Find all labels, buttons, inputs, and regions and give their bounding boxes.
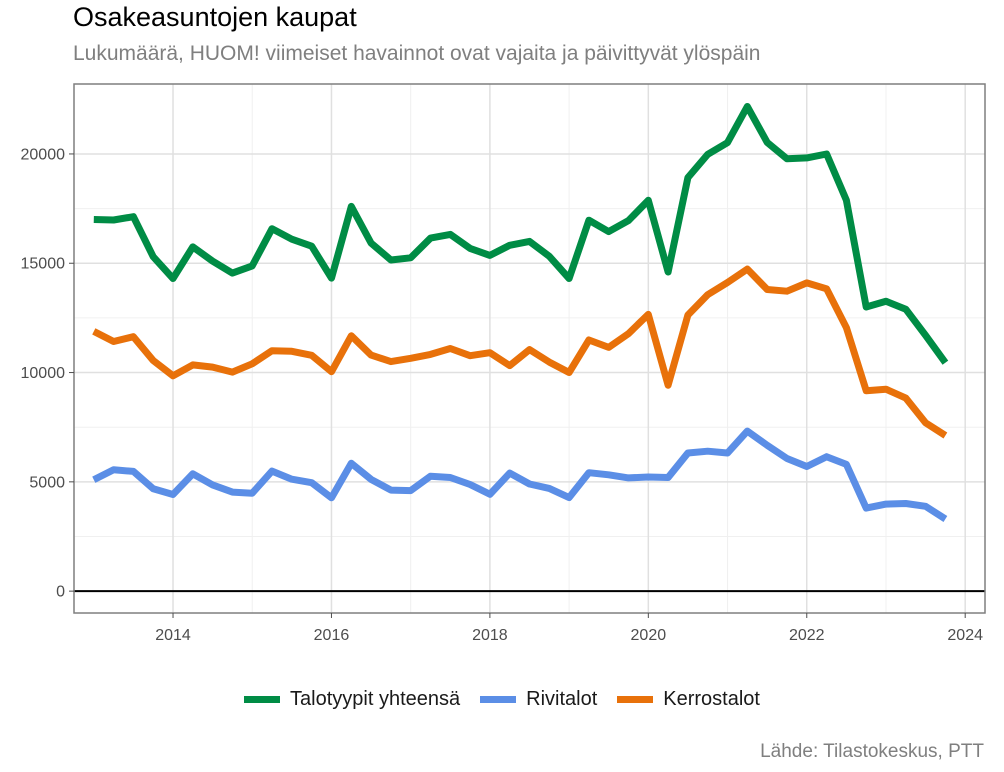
legend-label: Kerrostalot [663,688,760,710]
series-lines [92,103,949,522]
legend: Talotyypit yhteensä Rivitalot Kerrostalot [0,688,1004,711]
series-line-rivitalot [92,427,948,522]
x-tick-label: 2022 [789,627,825,644]
series-line-talotyypit-yhteensä [93,103,949,365]
y-tick-label: 20000 [21,146,66,163]
legend-item: Kerrostalot [617,688,760,711]
axes: 0 5000 10000 15000 20000 2014 2016 2018 2020 2022… [21,146,984,644]
legend-swatch [244,696,281,703]
legend-swatch [617,696,654,703]
source-note: Lähde: Tilastokeskus, PTT [760,741,984,762]
x-tick-label: 2016 [314,627,350,644]
legend-item: Rivitalot [480,688,597,711]
x-tick-label: 2020 [631,627,667,644]
x-tick-label: 2014 [155,627,191,644]
y-tick-label: 0 [56,584,65,601]
chart-title: Osakeasuntojen kaupat [73,2,357,32]
series-line-kerrostalot [92,265,948,439]
legend-label: Rivitalot [526,688,598,710]
legend-label: Talotyypit yhteensä [290,688,461,710]
chart-subtitle: Lukumäärä, HUOM! viimeiset havainnot ova… [73,42,761,65]
legend-swatch [480,696,517,703]
x-tick-label: 2018 [472,627,508,644]
y-tick-label: 10000 [21,365,66,382]
plot-border [73,83,986,614]
y-tick-label: 15000 [21,256,66,273]
y-tick-label: 5000 [29,474,65,491]
x-tick-label: 2024 [947,627,983,644]
legend-item: Talotyypit yhteensä [244,688,460,711]
